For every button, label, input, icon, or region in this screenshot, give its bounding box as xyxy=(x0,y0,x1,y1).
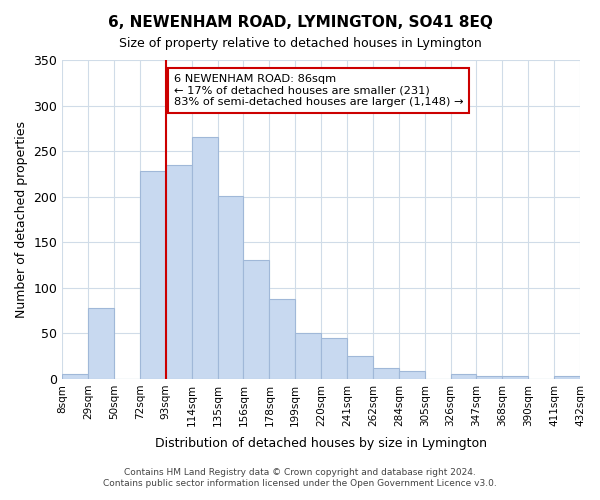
Bar xyxy=(218,196,244,379)
Text: Size of property relative to detached houses in Lymington: Size of property relative to detached ho… xyxy=(119,38,481,51)
Text: 6 NEWENHAM ROAD: 86sqm
← 17% of detached houses are smaller (231)
83% of semi-de: 6 NEWENHAM ROAD: 86sqm ← 17% of detached… xyxy=(173,74,463,107)
Text: Contains HM Land Registry data © Crown copyright and database right 2024.
Contai: Contains HM Land Registry data © Crown c… xyxy=(103,468,497,487)
Bar xyxy=(321,338,347,379)
Bar xyxy=(399,370,425,379)
X-axis label: Distribution of detached houses by size in Lymington: Distribution of detached houses by size … xyxy=(155,437,487,450)
Bar xyxy=(502,376,528,379)
Y-axis label: Number of detached properties: Number of detached properties xyxy=(15,121,28,318)
Bar xyxy=(140,171,166,379)
Bar xyxy=(476,376,502,379)
Bar xyxy=(62,374,88,379)
Bar xyxy=(88,308,114,379)
Bar xyxy=(295,334,321,379)
Bar xyxy=(451,374,476,379)
Bar xyxy=(192,138,218,379)
Bar xyxy=(373,368,399,379)
Bar xyxy=(244,260,269,379)
Text: 6, NEWENHAM ROAD, LYMINGTON, SO41 8EQ: 6, NEWENHAM ROAD, LYMINGTON, SO41 8EQ xyxy=(107,15,493,30)
Bar xyxy=(347,356,373,379)
Bar xyxy=(554,376,580,379)
Bar xyxy=(166,165,192,379)
Bar xyxy=(269,298,295,379)
